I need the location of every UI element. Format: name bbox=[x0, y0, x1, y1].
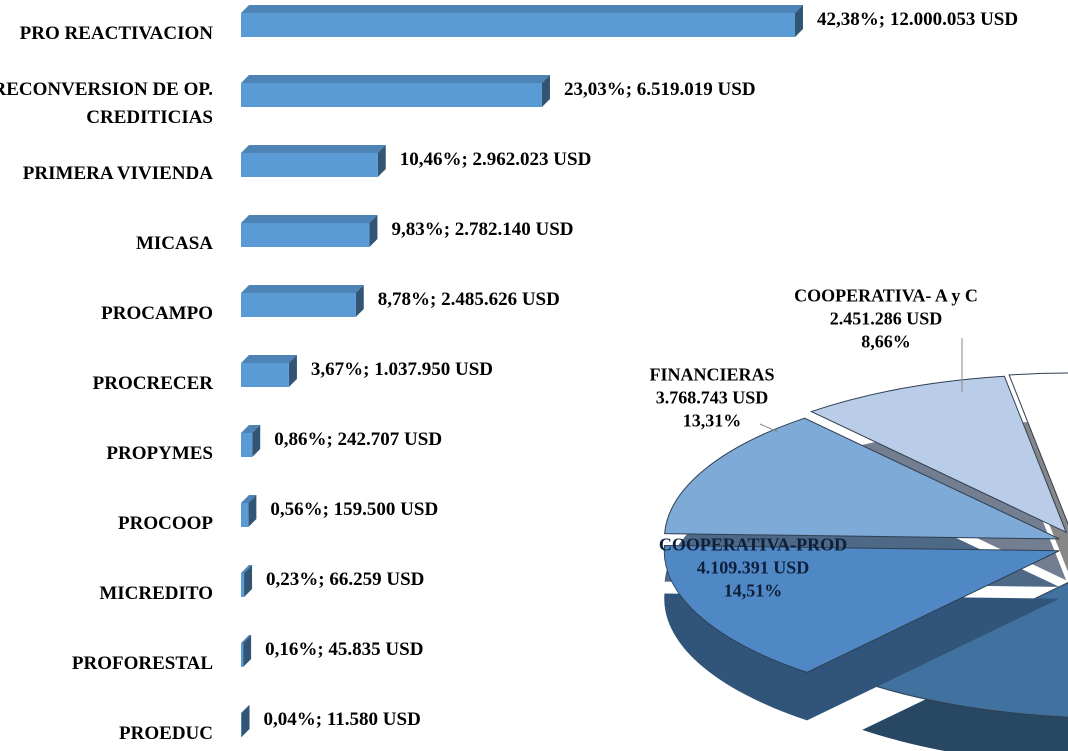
bar bbox=[241, 13, 795, 37]
pie-label: COOPERATIVA-PROD 4.109.391 USD 14,51% bbox=[659, 534, 847, 603]
category-label: PROCAMPO bbox=[101, 303, 213, 324]
bar-top bbox=[241, 75, 550, 83]
pie-category: COOPERATIVA- A y C bbox=[794, 285, 978, 306]
bar-top bbox=[241, 145, 386, 153]
bar bbox=[241, 223, 370, 247]
value-label: 3,67%; 1.037.950 USD bbox=[310, 359, 493, 380]
bar-chart bbox=[241, 5, 803, 737]
value-label: 0,23%; 66.259 USD bbox=[266, 569, 425, 590]
value-label: 8,78%; 2.485.626 USD bbox=[377, 289, 560, 310]
bar bbox=[241, 83, 542, 107]
bar bbox=[241, 363, 289, 387]
pie-slice bbox=[1008, 372, 1068, 526]
bar-side bbox=[243, 635, 252, 667]
pie-label: COOPERATIVA- A y C 2.451.286 USD 8,66% bbox=[794, 285, 978, 354]
category-label: MICREDITO bbox=[99, 583, 213, 604]
bar-top bbox=[241, 565, 253, 573]
bar-top bbox=[241, 495, 257, 503]
category-label: PRIMERA VIVIENDA bbox=[22, 163, 213, 184]
value-label: 0,56%; 159.500 USD bbox=[270, 499, 439, 520]
category-label: PRO REACTIVACION bbox=[19, 23, 213, 44]
pie-chart bbox=[663, 372, 1068, 751]
bar-side bbox=[795, 5, 803, 37]
pie-category: FINANCIERAS bbox=[649, 364, 775, 385]
pie-amount: 4.109.391 USD bbox=[696, 557, 810, 578]
bar bbox=[241, 433, 253, 457]
bar bbox=[241, 713, 242, 737]
category-label: PROCOOP bbox=[118, 513, 213, 534]
pie-slice bbox=[663, 544, 1060, 673]
value-label: 0,16%; 45.835 USD bbox=[265, 639, 424, 660]
category-label: RECONVERSION DE OP. CREDITICIAS bbox=[0, 79, 213, 128]
bar bbox=[241, 503, 249, 527]
bar bbox=[241, 293, 356, 317]
bar-top bbox=[241, 5, 803, 13]
value-label: 0,86%; 242.707 USD bbox=[274, 429, 443, 450]
bar-top bbox=[241, 215, 378, 223]
category-label: PROFORESTAL bbox=[71, 653, 213, 674]
category-label: PROCRECER bbox=[92, 373, 213, 394]
bar bbox=[241, 153, 378, 177]
bar-side bbox=[355, 285, 364, 317]
bar-side bbox=[252, 425, 261, 457]
pie-percent: 13,31% bbox=[682, 410, 742, 431]
value-label: 0,04%; 11.580 USD bbox=[263, 709, 421, 730]
value-label: 9,83%; 2.782.140 USD bbox=[391, 219, 574, 240]
bar-side bbox=[288, 355, 297, 387]
bar-side bbox=[377, 145, 386, 177]
bar bbox=[241, 573, 245, 597]
pie-amount: 2.451.286 USD bbox=[829, 308, 943, 329]
bar-top bbox=[241, 355, 297, 363]
value-label: 10,46%; 2.962.023 USD bbox=[399, 149, 592, 170]
category-label: PROEDUC bbox=[119, 723, 213, 744]
bar-side bbox=[248, 495, 257, 527]
bar-side bbox=[241, 705, 250, 737]
bar-top bbox=[241, 635, 252, 643]
pie-percent: 14,51% bbox=[723, 580, 783, 601]
value-label: 42,38%; 12.000.053 USD bbox=[817, 9, 1019, 30]
bar-side bbox=[541, 75, 550, 107]
bar-top bbox=[241, 285, 364, 293]
pie-amount: 3.768.743 USD bbox=[655, 387, 769, 408]
pie-slice bbox=[664, 417, 1060, 540]
value-label: 23,03%; 6.519.019 USD bbox=[563, 79, 756, 100]
bar-top bbox=[241, 705, 250, 713]
bar-side bbox=[244, 565, 253, 597]
leader-line bbox=[759, 423, 779, 433]
pie-slice bbox=[810, 375, 1068, 534]
category-label: MICASA bbox=[135, 233, 213, 254]
bar-top bbox=[241, 425, 261, 433]
category-label: PROPYMES bbox=[106, 443, 213, 464]
bar-side bbox=[369, 215, 378, 247]
pie-category: COOPERATIVA-PROD bbox=[658, 534, 848, 555]
pie-label: FINANCIERAS 3.768.743 USD 13,31% bbox=[649, 364, 774, 433]
bar bbox=[241, 643, 244, 667]
pie-percent: 8,66% bbox=[861, 331, 911, 352]
